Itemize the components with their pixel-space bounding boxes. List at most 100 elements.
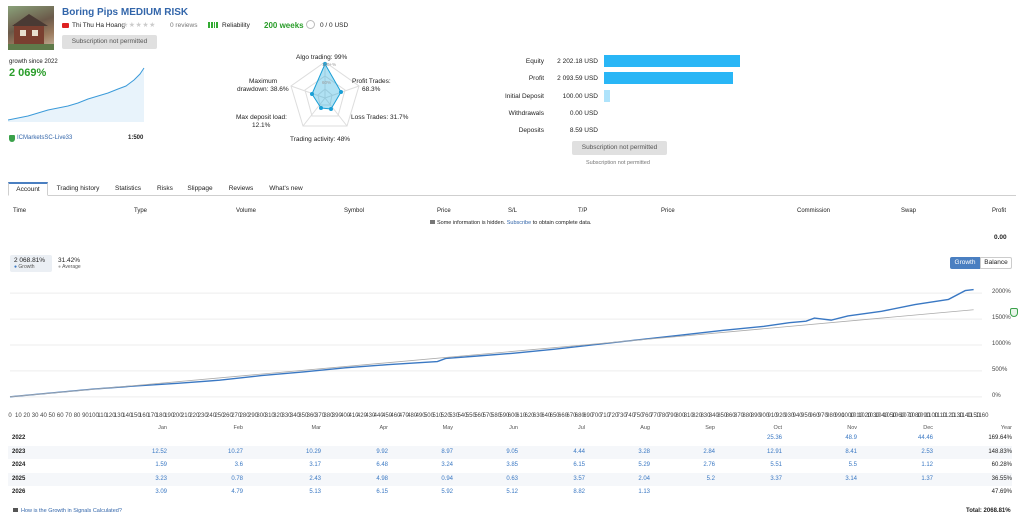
- x-tick-label: 150: [130, 413, 141, 419]
- x-tick-label: 60: [56, 413, 64, 419]
- tab-statistics[interactable]: Statistics: [114, 185, 141, 192]
- x-tick-label: 430: [365, 413, 376, 419]
- x-tick-label: 480: [407, 413, 418, 419]
- x-tick-label: 300: [256, 413, 267, 419]
- x-tick-label: 850: [717, 413, 728, 419]
- x-tick-label: 80: [73, 413, 81, 419]
- year-row: [8, 445, 1012, 460]
- x-tick-label: 550: [465, 413, 476, 419]
- month-cell: 3.37: [770, 475, 782, 482]
- avatar[interactable]: [8, 6, 54, 50]
- y-tick-label: 500%: [992, 366, 1008, 373]
- year-row: [8, 486, 1012, 500]
- radar-max-dd-val: drawdown: 38.6%: [237, 86, 289, 93]
- month-cell: 60.28%: [991, 462, 1012, 468]
- x-tick-label: 690: [583, 413, 594, 419]
- radar-loss-trades: Loss Trades: 31.7%: [351, 114, 409, 121]
- legend-growth[interactable]: 2 068.81% ● Growth: [10, 255, 52, 272]
- author-link[interactable]: Thi Thu Ha Hoang: [72, 22, 125, 29]
- month-cell: 10.27: [227, 448, 243, 455]
- year-label: 2025: [12, 475, 26, 482]
- month-header: Aug: [640, 425, 650, 431]
- reviews-count[interactable]: 0 reviews: [170, 22, 198, 29]
- broker-link[interactable]: ICMarketsSC-Live33: [17, 135, 73, 141]
- month-cell: 6.48: [376, 462, 388, 468]
- x-tick-label: 710: [599, 413, 610, 419]
- month-cell: 9.05: [506, 448, 518, 455]
- month-header: Sep: [705, 425, 715, 431]
- x-tick-label: 780: [658, 413, 669, 419]
- col-type: Type: [134, 208, 148, 214]
- leverage-value: 1:500: [128, 135, 144, 141]
- tab-risks[interactable]: Risks: [157, 185, 173, 192]
- month-cell: 0.63: [506, 475, 518, 482]
- month-cell: 6.15: [573, 462, 585, 468]
- tab-account[interactable]: Account: [8, 182, 48, 196]
- year-label: 2024: [12, 462, 26, 468]
- equity-bar: [604, 55, 740, 67]
- tab-slippage[interactable]: Slippage: [187, 185, 213, 192]
- month-cell: 2.53: [921, 448, 933, 455]
- month-cell: 3.85: [506, 462, 518, 468]
- x-tick-label: 700: [591, 413, 602, 419]
- month-cell: 2.43: [309, 475, 321, 482]
- shield-badge-icon[interactable]: [1010, 308, 1018, 317]
- verified-shield-icon: [9, 135, 15, 142]
- withdrawals-label: Withdrawals: [508, 110, 544, 117]
- x-tick-label: 630: [532, 413, 543, 419]
- subscribe-link[interactable]: Subscribe: [506, 220, 532, 226]
- year-label: 2023: [12, 448, 26, 455]
- x-tick-label: 1130: [950, 413, 964, 419]
- month-cell: 12.52: [151, 448, 167, 455]
- x-tick-label: 90: [82, 413, 89, 419]
- x-tick-label: 1000: [841, 413, 855, 419]
- radar-max-deposit: Max deposit load:: [236, 114, 287, 121]
- initial-deposit-label: Initial Deposit: [504, 93, 544, 100]
- footer-help-link[interactable]: How is the Growth in Signals Calculated?: [13, 508, 122, 514]
- x-tick-label: 1150: [967, 413, 981, 419]
- x-tick-label: 10: [15, 413, 22, 419]
- legend-average[interactable]: 31.42% ● Average: [58, 257, 81, 270]
- month-cell: 3.6: [234, 462, 243, 468]
- tab-reviews[interactable]: Reviews: [228, 185, 254, 192]
- balance-toggle-button[interactable]: Balance: [980, 257, 1012, 269]
- subscribe-button[interactable]: Subscription not permitted: [62, 35, 157, 49]
- col-commission: Commission: [797, 208, 831, 214]
- x-tick-label: 210: [180, 413, 191, 419]
- x-tick-label: 330: [281, 413, 292, 419]
- growth-sparkline: [8, 67, 145, 122]
- x-tick-label: 180: [155, 413, 166, 419]
- month-cell: 4.44: [573, 448, 585, 455]
- x-tick-label: 400: [340, 413, 351, 419]
- growth-toggle-button[interactable]: Growth: [950, 257, 980, 269]
- month-cell: 148.83%: [988, 448, 1012, 455]
- x-tick-label: 380: [323, 413, 334, 419]
- tab-whats-new[interactable]: What's new: [269, 185, 303, 192]
- x-tick-label: 650: [549, 413, 560, 419]
- page-title: Boring Pips MEDIUM RISK: [62, 7, 189, 18]
- month-cell: 2.84: [703, 448, 715, 455]
- month-cell: 5.92: [441, 489, 453, 495]
- growth-value: 2 069%: [9, 67, 47, 79]
- x-tick-label: 360: [306, 413, 317, 419]
- month-header: Mar: [311, 425, 321, 431]
- stats-subscribe-button[interactable]: Subscription not permitted: [572, 141, 667, 155]
- initial-deposit-value: 100.00 USD: [562, 93, 598, 100]
- x-tick-label: 870: [733, 413, 744, 419]
- x-tick-label: 590: [499, 413, 510, 419]
- equity-value: 2 202.18 USD: [557, 58, 598, 65]
- month-cell: 9.92: [376, 448, 388, 455]
- x-tick-label: 510: [432, 413, 443, 419]
- month-cell: 4.79: [231, 489, 243, 495]
- month-cell: 12.91: [766, 448, 782, 455]
- month-header: Nov: [847, 425, 857, 431]
- x-tick-label: 340: [289, 413, 300, 419]
- tab-trading-history[interactable]: Trading history: [56, 185, 100, 192]
- withdrawals-value: 0.00 USD: [569, 110, 598, 117]
- month-cell: 2.04: [638, 475, 650, 482]
- month-cell: 1.37: [921, 475, 933, 482]
- x-tick-label: 70: [65, 413, 72, 419]
- legend-average-value: 31.42%: [58, 257, 81, 264]
- subscribers-value: 0 / 0 USD: [320, 22, 349, 29]
- x-tick-label: 310: [264, 413, 275, 419]
